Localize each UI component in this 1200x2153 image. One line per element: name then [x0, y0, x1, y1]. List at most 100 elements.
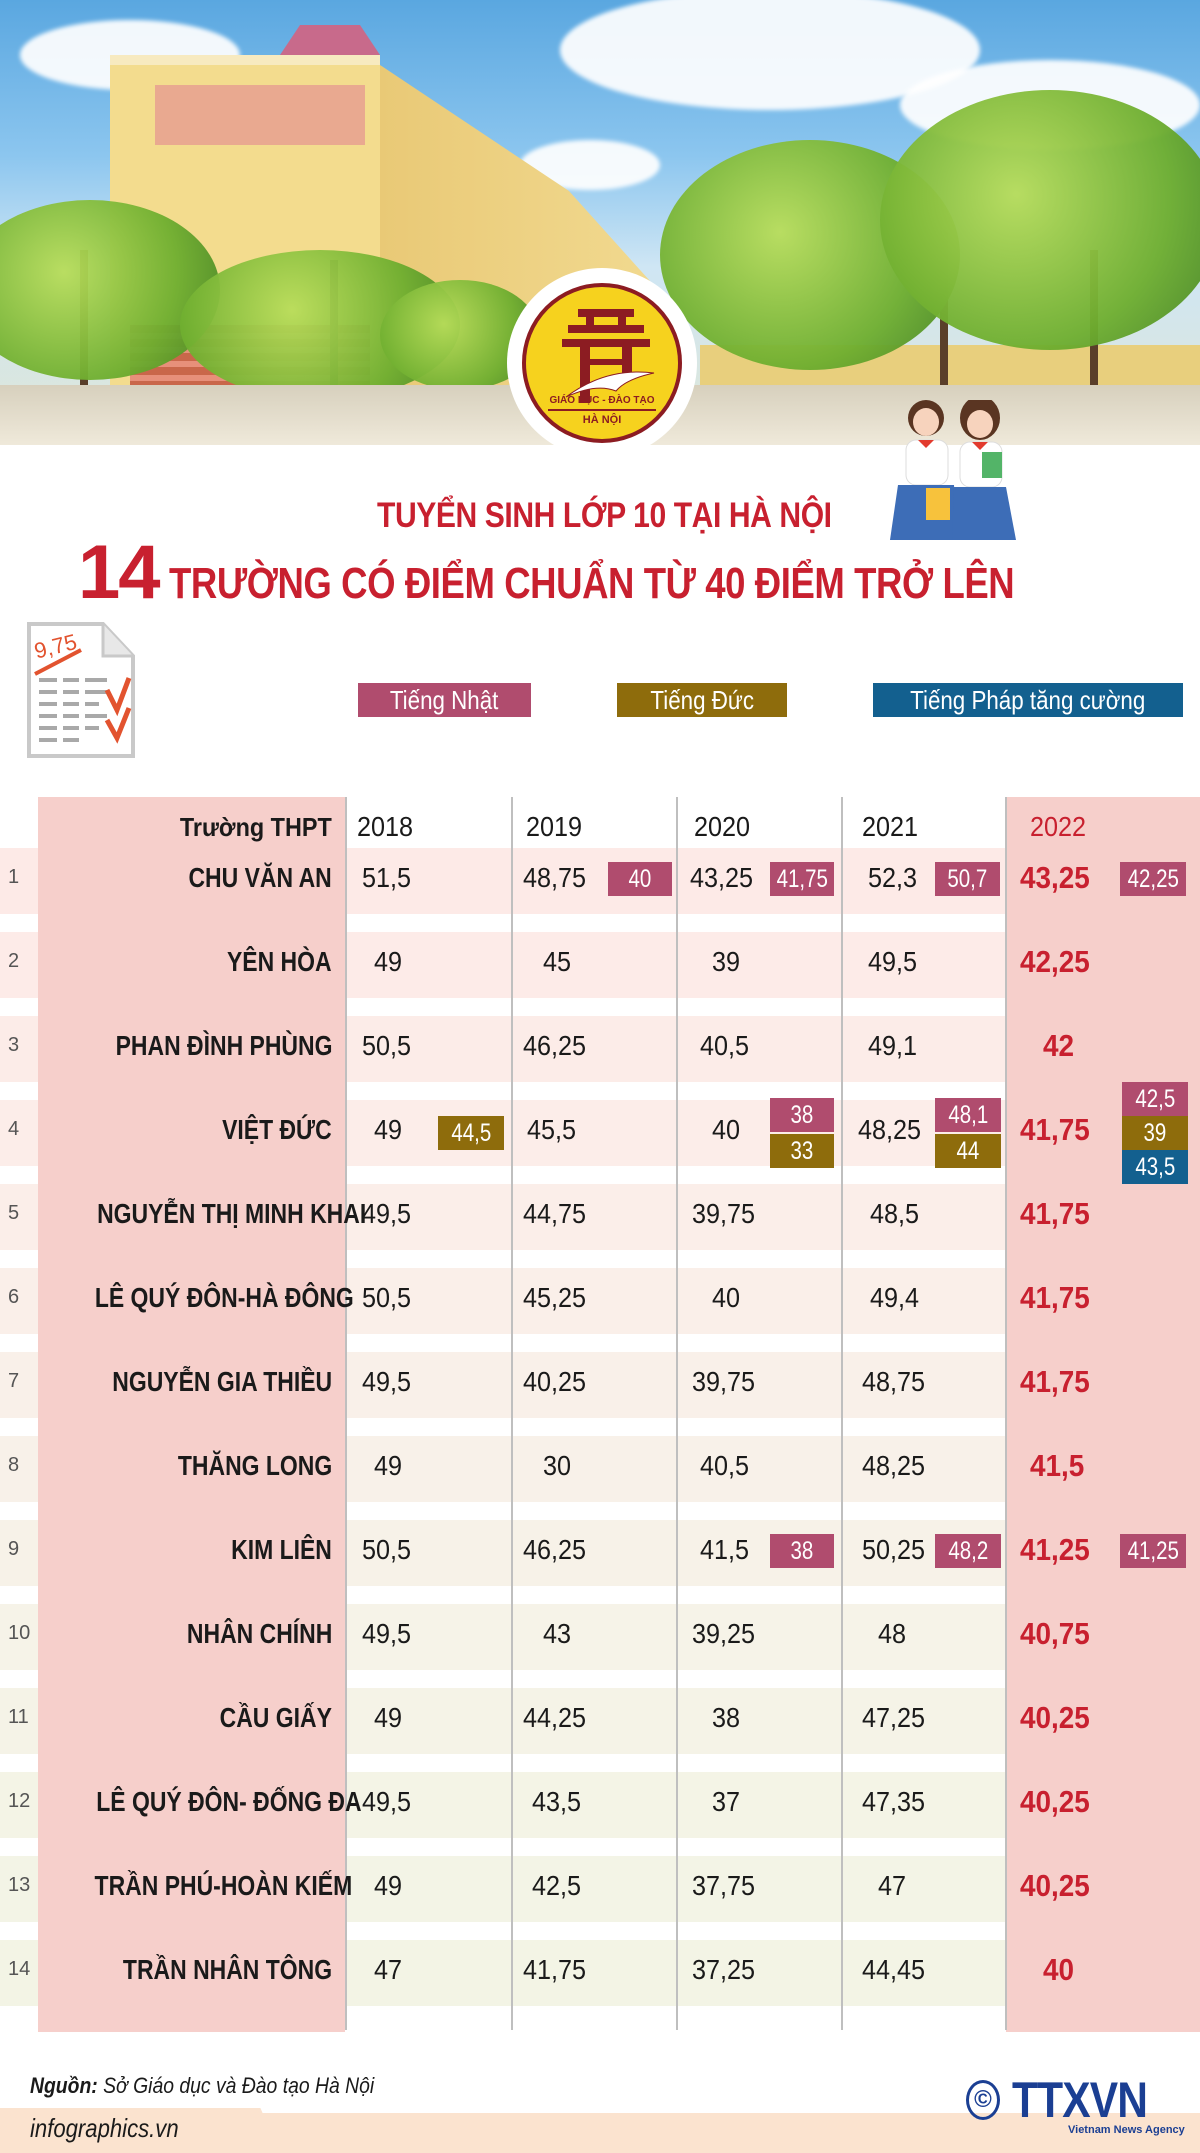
score-2022: 40,25	[1020, 1868, 1090, 1903]
legend-french-enhanced: Tiếng Pháp tăng cường	[873, 683, 1183, 717]
score-2019: 45,5	[527, 1114, 577, 1145]
hanoi-education-logo: GIÁO DỤC - ĐÀO TẠO HÀ NỘI	[507, 268, 697, 445]
score-2021: 47,35	[862, 1786, 926, 1817]
score-2022-german: 39	[1122, 1116, 1188, 1150]
score-2018: 49,5	[362, 1198, 412, 1229]
score-2018: 49	[374, 1114, 403, 1145]
table-row: 3 PHAN ĐÌNH PHÙNG 50,5 46,25 40,5 49,1 4…	[0, 1016, 1200, 1082]
score-2019: 45,25	[523, 1282, 587, 1313]
header-2019: 2019	[526, 811, 583, 842]
score-2019: 44,75	[523, 1198, 587, 1229]
row-index: 2	[8, 950, 20, 972]
score-2020: 39,25	[692, 1618, 756, 1649]
source-credit: Nguồn: Sở Giáo dục và Đào tạo Hà Nội	[30, 2073, 375, 2098]
score-2021: 50,25	[862, 1534, 926, 1565]
score-2021: 48,25	[858, 1114, 922, 1145]
table-row: 14 TRẦN NHÂN TÔNG 47 41,75 37,25 44,45 4…	[0, 1940, 1200, 2006]
row-index: 7	[8, 1370, 20, 1392]
header-2022: 2022	[1030, 811, 1087, 842]
school-name: KIM LIÊN	[231, 1534, 332, 1565]
school-name: TRẦN PHÚ-HOÀN KIẾM	[94, 1870, 353, 1901]
score-2020-japanese: 38	[770, 1098, 834, 1132]
header-2021: 2021	[862, 811, 919, 842]
tree	[880, 90, 1200, 350]
score-2022: 40,75	[1020, 1616, 1090, 1651]
table-row: 5 NGUYỄN THỊ MINH KHAI 49,5 44,75 39,75 …	[0, 1184, 1200, 1250]
score-2022: 40,25	[1020, 1784, 1090, 1819]
score-2022: 40,25	[1020, 1700, 1090, 1735]
school-name: CHU VĂN AN	[188, 862, 332, 893]
row-index: 8	[8, 1454, 20, 1476]
hero-photo: GIÁO DỤC - ĐÀO TẠO HÀ NỘI	[0, 0, 1200, 445]
score-2022: 41,25	[1020, 1532, 1090, 1567]
score-2022: 41,5	[1030, 1448, 1085, 1483]
score-2022: 40	[1043, 1952, 1075, 1987]
school-name: LÊ QUÝ ĐÔN-HÀ ĐÔNG	[94, 1282, 354, 1313]
score-2022: 43,25	[1020, 860, 1090, 895]
table-row: 6 LÊ QUÝ ĐÔN-HÀ ĐÔNG 50,5 45,25 40 49,4 …	[0, 1268, 1200, 1334]
row-index: 12	[8, 1790, 31, 1812]
score-2020: 37	[712, 1786, 741, 1817]
score-2020: 41,5	[700, 1534, 750, 1565]
row-index: 9	[8, 1538, 20, 1560]
table-row: 13 TRẦN PHÚ-HOÀN KIẾM 49 42,5 37,75 47 4…	[0, 1856, 1200, 1922]
header-school: Trường THPT	[180, 812, 332, 842]
score-2022: 41,75	[1020, 1196, 1090, 1231]
score-2022: 41,75	[1020, 1364, 1090, 1399]
score-2020: 38	[712, 1702, 741, 1733]
score-2020: 39,75	[692, 1366, 756, 1397]
score-2022: 41,75	[1020, 1112, 1090, 1147]
score-2021: 52,3	[868, 862, 918, 893]
school-column	[38, 797, 345, 2032]
year-2022-column	[1006, 797, 1200, 2032]
score-2019: 45	[543, 946, 572, 977]
score-2021-japanese: 48,1	[935, 1098, 1001, 1132]
score-2020: 40	[712, 1282, 741, 1313]
score-2019: 48,75	[523, 862, 587, 893]
score-2019: 41,75	[523, 1954, 587, 1985]
row-index: 3	[8, 1034, 20, 1056]
score-2022: 41,75	[1020, 1280, 1090, 1315]
school-name: NGUYỄN GIA THIỀU	[112, 1366, 332, 1397]
row-index: 10	[8, 1622, 31, 1644]
tree	[0, 200, 220, 380]
school-name: YÊN HÒA	[227, 946, 332, 977]
score-2020-japanese: 38	[770, 1534, 834, 1568]
header-2018: 2018	[357, 811, 414, 842]
school-name: NHÂN CHÍNH	[186, 1618, 332, 1649]
school-name: VIỆT ĐỨC	[222, 1114, 332, 1145]
headline-subtitle: TUYỂN SINH LỚP 10 TẠI HÀ NỘI	[376, 496, 832, 535]
score-2018: 49,5	[362, 1786, 412, 1817]
score-2019: 43	[543, 1618, 572, 1649]
score-2021-japanese: 50,7	[935, 862, 1000, 896]
table-row: 7 NGUYỄN GIA THIỀU 49,5 40,25 39,75 48,7…	[0, 1352, 1200, 1418]
logo-text-line1: GIÁO DỤC - ĐÀO TẠO	[549, 395, 655, 406]
score-2018: 47	[374, 1954, 403, 1985]
school-name: CẦU GIẤY	[219, 1702, 332, 1733]
score-2021: 47,25	[862, 1702, 926, 1733]
school-name: PHAN ĐÌNH PHÙNG	[115, 1030, 332, 1061]
row-index: 6	[8, 1286, 20, 1308]
score-2020: 37,75	[692, 1870, 756, 1901]
gate-icon	[562, 309, 655, 403]
table-row: 11 CẦU GIẤY 49 44,25 38 47,25 40,25	[0, 1688, 1200, 1754]
score-2018: 51,5	[362, 862, 412, 893]
score-2018: 49	[374, 946, 403, 977]
score-2021: 49,5	[868, 946, 918, 977]
row-index: 5	[8, 1202, 20, 1224]
score-2021: 44,45	[862, 1954, 926, 1985]
table-row: 10 NHÂN CHÍNH 49,5 43 39,25 48 40,75	[0, 1604, 1200, 1670]
site-link[interactable]: infographics.vn	[30, 2113, 179, 2143]
legend-japanese: Tiếng Nhật	[358, 683, 531, 717]
score-2018: 49,5	[362, 1618, 412, 1649]
score-2020: 40,5	[700, 1030, 750, 1061]
score-2021: 49,1	[868, 1030, 918, 1061]
headline-text: TRƯỜNG CÓ ĐIỂM CHUẨN TỪ 40 ĐIỂM TRỞ LÊN	[168, 559, 1015, 608]
score-2022-japanese: 42,25	[1120, 862, 1186, 896]
score-2019: 40,25	[523, 1366, 587, 1397]
header-2020: 2020	[694, 811, 751, 842]
score-2019: 42,5	[532, 1870, 582, 1901]
score-2019: 46,25	[523, 1534, 587, 1565]
score-2018: 50,5	[362, 1534, 412, 1565]
score-2018: 50,5	[362, 1282, 412, 1313]
